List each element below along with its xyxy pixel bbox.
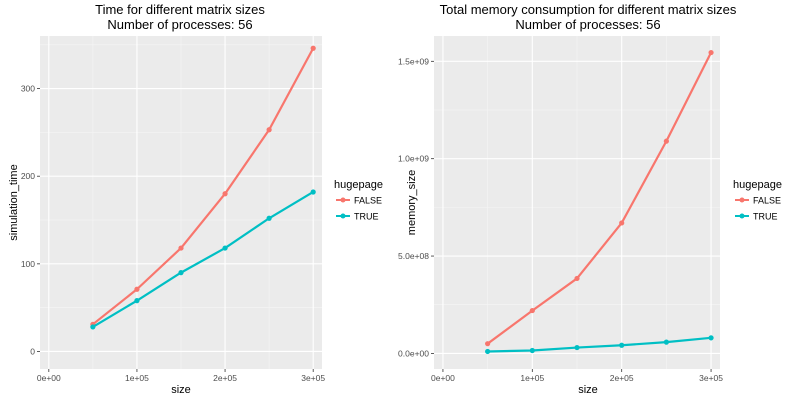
data-point-false <box>485 341 491 347</box>
y-tick-label: 100 <box>21 259 35 269</box>
x-axis-title: size <box>171 384 191 396</box>
grid <box>40 36 322 369</box>
x-tick-label: 0e+00 <box>37 373 61 383</box>
x-tick-label: 3e+05 <box>699 373 723 383</box>
axis-ticks: 0e+00 1e+05 2e+05 3e+05 0.0e+00 5.0e+08 1.0e+0… <box>398 56 723 383</box>
series-line-false <box>92 47 315 326</box>
legend: hugepage FALSE TRUE <box>733 179 782 222</box>
data-point-true <box>90 324 96 330</box>
x-tick-label: 0e+00 <box>431 373 455 383</box>
y-tick-label: 200 <box>21 171 35 181</box>
chart-title: Time for different matrix sizes <box>95 2 265 17</box>
data-point-false <box>619 220 625 226</box>
series-line-false <box>486 52 713 345</box>
legend-key-false-point <box>739 197 745 203</box>
chart-subtitle: Number of processes: 56 <box>107 17 252 32</box>
data-point-true <box>310 189 316 195</box>
data-point-true <box>134 298 140 304</box>
x-tick-label: 3e+05 <box>301 373 325 383</box>
data-point-true <box>574 344 580 351</box>
y-tick-label: 5.0e+08 <box>398 251 429 261</box>
data-point-false <box>134 286 140 292</box>
chart-title: Total memory consumption for different m… <box>440 2 737 17</box>
chart-time: Time for different matrix sizes Number o… <box>8 2 383 396</box>
y-tick-label: 300 <box>21 84 35 94</box>
axis-ticks: 0e+00 1e+05 2e+05 3e+05 0 100 200 300 <box>21 84 326 383</box>
x-tick-label: 1e+05 <box>520 373 544 383</box>
data-point-false <box>266 127 272 133</box>
data-point-true <box>619 342 625 348</box>
legend-title: hugepage <box>733 179 782 191</box>
data-point-true <box>266 215 272 221</box>
data-point-false <box>178 245 184 251</box>
data-point-true <box>222 245 228 251</box>
data-point-true <box>708 335 714 341</box>
legend-label-true: TRUE <box>753 212 778 222</box>
data-point-false <box>310 45 316 51</box>
legend-label-false: FALSE <box>354 196 382 206</box>
x-axis-title: size <box>578 384 598 396</box>
series-line-true <box>92 191 314 328</box>
grid <box>434 36 720 369</box>
data-point-false <box>529 307 535 314</box>
chart-memory: Total memory consumption for different m… <box>398 2 782 396</box>
y-axis-title: memory_size <box>406 170 418 235</box>
data-point-true <box>663 339 669 345</box>
data-point-true <box>485 348 491 355</box>
data-point-false <box>663 138 669 144</box>
data-point-false <box>574 275 580 282</box>
chart-subtitle: Number of processes: 56 <box>515 17 660 32</box>
legend-label-true: TRUE <box>354 212 379 222</box>
y-tick-label: 0 <box>30 346 35 356</box>
data-point-true <box>178 270 184 276</box>
series-line-true <box>487 336 712 353</box>
legend-label-false: FALSE <box>753 196 781 206</box>
x-tick-label: 1e+05 <box>125 373 149 383</box>
data-point-false <box>708 49 714 56</box>
legend-title: hugepage <box>334 179 383 191</box>
legend-key-true-point <box>340 213 346 219</box>
x-tick-label: 2e+05 <box>610 373 634 383</box>
data-point-true <box>529 347 535 354</box>
y-tick-label: 0.0e+00 <box>398 348 429 358</box>
y-axis-title: simulation_time <box>8 164 20 240</box>
legend: hugepage FALSE TRUE <box>334 179 383 222</box>
x-tick-label: 2e+05 <box>213 373 237 383</box>
legend-key-true-point <box>739 213 745 219</box>
series-layer <box>90 45 316 330</box>
y-tick-label: 1.0e+09 <box>398 154 429 164</box>
legend-key-false-point <box>340 197 346 203</box>
data-point-false <box>222 191 228 197</box>
y-tick-label: 1.5e+09 <box>398 56 429 66</box>
series-layer <box>485 49 714 355</box>
